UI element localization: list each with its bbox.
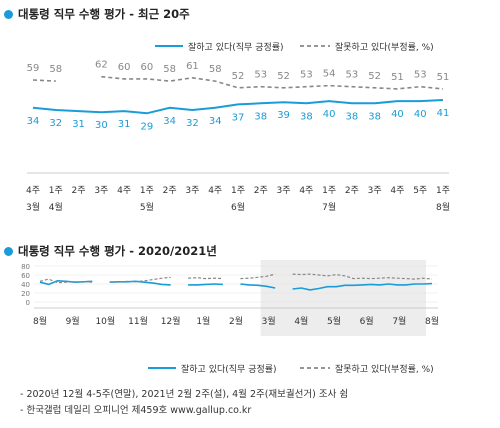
week-tick-label: 1주 [231,185,245,196]
approve-data-label: 40 [323,109,336,120]
top-chart-title: 대통령 직무 수행 평가 - 최근 20주 [4,6,190,22]
disapprove-data-label: 60 [118,62,131,73]
approve-data-label: 40 [414,109,427,120]
legend-disapprove-label: 잘못하고 있다(부정률, %) [335,41,434,53]
bullet-icon [4,246,13,256]
disapprove-data-label: 51 [391,72,404,83]
bottom-chart-title-text: 대통령 직무 수행 평가 - 2020/2021년 [18,244,217,258]
y-tick-label: 0 [26,299,30,307]
month-tick-label: 9월 [66,315,80,327]
week-tick-label: 2주 [345,185,359,196]
week-tick-label: 2주 [163,185,177,196]
approve-data-label: 40 [391,109,404,120]
approve-data-label: 37 [232,112,245,123]
month-tick-label: 1월 [196,315,210,327]
disapprove-trend-line [39,273,433,284]
footnote-1: - 2020년 12월 4-5주(연말), 2021년 2월 2주(설), 4월… [20,389,349,400]
approve-data-label: 38 [254,111,267,122]
week-tick-label: 2주 [72,185,86,196]
disapprove-data-label: 61 [186,61,199,72]
approve-data-label: 34 [27,116,40,127]
week-tick-label: 1주 [49,185,63,196]
y-tick-label: 40 [21,281,30,289]
approve-data-label: 38 [346,111,359,122]
month-tick-label: 5월 [140,201,154,213]
disapprove-data-label: 59 [27,63,40,74]
disapprove-data-label: 52 [368,71,381,82]
footnote-2: - 한국갤럽 데일리 오피니언 제459호 www.gallup.co.kr [20,405,252,416]
disapprove-data-label: 58 [49,64,62,75]
month-tick-label: 3월 [262,315,276,327]
approve-data-label: 29 [141,121,154,132]
week-tick-label: 4주 [390,185,404,196]
week-tick-label: 4주 [117,185,131,196]
approve-data-label: 38 [368,111,381,122]
month-tick-label: 4월 [294,315,308,327]
week-tick-label: 4주 [208,185,222,196]
disapprove-data-label: 53 [300,70,313,81]
disapprove-data-label: 62 [95,60,108,71]
disapprove-data-label: 52 [232,71,245,82]
top-chart-title-text: 대통령 직무 수행 평가 - 최근 20주 [18,7,190,21]
approve-data-label: 41 [437,108,450,119]
approve-data-label: 32 [186,118,199,129]
disapprove-data-label: 53 [254,70,267,81]
disapprove-data-label: 58 [209,64,222,75]
disapprove-data-label: 58 [163,64,176,75]
approve-data-label: 38 [300,111,313,122]
approve-data-label: 34 [163,116,176,127]
week-tick-label: 3주 [277,185,291,196]
legend-approve-label: 잘하고 있다(직무 긍정률) [181,363,277,375]
month-tick-label: 12월 [161,315,181,327]
legend-approve-label: 잘하고 있다(직무 긍정률) [188,41,284,53]
week-tick-label: 1주 [140,185,154,196]
disapprove-data-label: 53 [414,70,427,81]
shaded-region [260,260,426,336]
month-tick-label: 3월 [26,201,40,213]
approve-data-label: 32 [49,118,62,129]
month-tick-label: 6월 [360,315,374,327]
disapprove-data-label: 51 [437,72,450,83]
disapprove-data-label: 54 [323,69,336,80]
disapprove-data-label: 60 [141,62,154,73]
month-tick-label: 8월 [436,201,450,213]
bottom-chart-title: 대통령 직무 수행 평가 - 2020/2021년 [4,243,217,259]
week-tick-label: 1주 [322,185,336,196]
week-tick-label: 2주 [254,185,268,196]
week-tick-label: 1주 [436,185,450,196]
week-tick-label: 3주 [94,185,108,196]
approve-data-label: 31 [72,119,85,130]
approve-data-label: 39 [277,110,290,121]
bullet-icon [4,9,13,19]
disapprove-line [32,75,444,90]
month-tick-label: 10월 [95,315,115,327]
month-tick-label: 7월 [322,201,336,213]
y-tick-label: 60 [21,272,30,280]
disapprove-data-label: 53 [346,70,359,81]
week-tick-label: 3주 [368,185,382,196]
y-tick-label: 80 [21,263,30,271]
month-tick-label: 5월 [327,315,341,327]
week-tick-label: 4주 [299,185,313,196]
month-tick-label: 8월 [425,315,439,327]
approve-line [32,99,444,115]
approve-data-label: 30 [95,120,108,131]
approve-data-label: 31 [118,119,131,130]
legend-disapprove-label: 잘못하고 있다(부정률, %) [335,363,434,375]
month-tick-label: 4월 [49,201,63,213]
month-tick-label: 6월 [231,201,245,213]
month-tick-label: 11월 [128,315,148,327]
month-tick-label: 8월 [33,315,47,327]
month-tick-label: 7월 [392,315,406,327]
approve-data-label: 34 [209,116,222,127]
week-tick-label: 4주 [26,185,40,196]
disapprove-data-label: 52 [277,71,290,82]
month-tick-label: 2월 [229,315,243,327]
y-tick-label: 20 [21,290,30,298]
top-chart: 잘하고 있다(직무 긍정률) 잘못하고 있다(부정률, %) 34 32 31 30 31 2… [26,41,450,213]
week-tick-label: 5주 [413,185,427,196]
week-tick-label: 3주 [185,185,199,196]
